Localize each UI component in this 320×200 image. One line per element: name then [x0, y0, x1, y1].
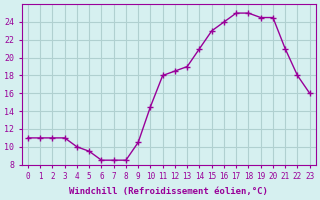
X-axis label: Windchill (Refroidissement éolien,°C): Windchill (Refroidissement éolien,°C): [69, 187, 268, 196]
